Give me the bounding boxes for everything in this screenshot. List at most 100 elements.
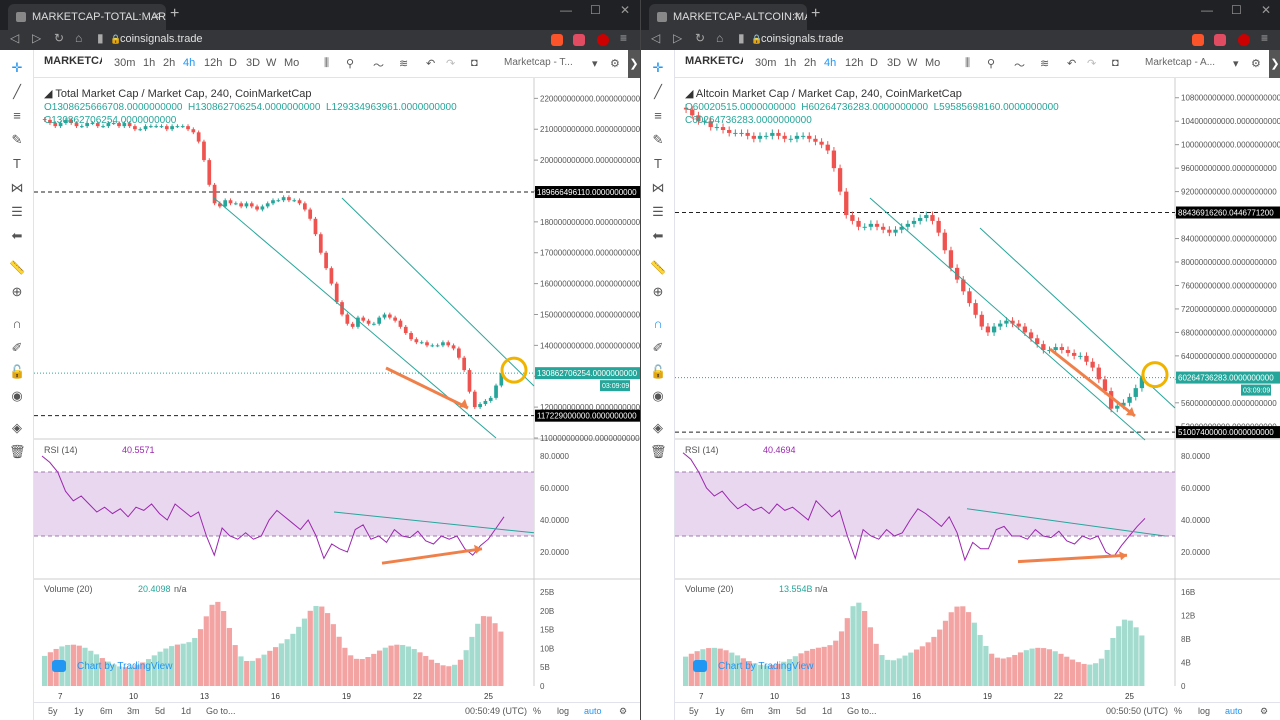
percent-toggle[interactable]: % <box>1174 706 1183 716</box>
new-tab-icon[interactable]: + <box>170 5 180 22</box>
pattern-icon[interactable]: ⋈ <box>651 180 665 195</box>
range-1y[interactable]: 1y <box>74 706 84 716</box>
stay-drawing-icon[interactable]: ✐ <box>11 340 23 355</box>
volume-label[interactable]: Volume (20) <box>685 584 734 594</box>
interval-2h[interactable]: 2h <box>163 57 176 69</box>
profile-icon[interactable] <box>597 34 609 46</box>
interval-30m[interactable]: 30m <box>114 57 136 69</box>
templates-icon[interactable]: ≋ <box>399 58 409 70</box>
interval-3d[interactable]: 3D <box>246 57 261 69</box>
text-icon[interactable]: T <box>654 156 662 171</box>
brush-icon[interactable]: ✎ <box>652 132 664 147</box>
interval-2h[interactable]: 2h <box>804 57 817 69</box>
interval-30m[interactable]: 30m <box>755 57 777 69</box>
rsi-label[interactable]: RSI (14) <box>685 445 719 455</box>
undo-icon[interactable]: ↶ <box>426 58 436 70</box>
magnet-icon[interactable]: ∩ <box>653 316 663 331</box>
lock-drawings-icon[interactable]: 🔓 <box>9 364 26 379</box>
back-arrow-icon[interactable]: ⬅ <box>11 228 23 243</box>
layers-icon[interactable]: ◈ <box>12 420 22 435</box>
menu-icon[interactable]: ≡ <box>1261 31 1269 45</box>
range-6m[interactable]: 6m <box>100 706 113 716</box>
goto-button[interactable]: Go to... <box>847 706 877 716</box>
trendline-icon[interactable]: ╱ <box>654 84 662 99</box>
crosshair-icon[interactable]: ✛ <box>11 60 23 75</box>
percent-toggle[interactable]: % <box>533 706 542 716</box>
minimize-icon[interactable]: — <box>1201 3 1213 17</box>
minimize-icon[interactable]: — <box>560 3 572 17</box>
interval-d[interactable]: D <box>229 57 237 69</box>
forward-icon[interactable]: ▷ <box>32 31 42 45</box>
trendline-icon[interactable]: ╱ <box>13 84 21 99</box>
rsi-label[interactable]: RSI (14) <box>44 445 78 455</box>
brave-shield-icon[interactable] <box>551 34 563 46</box>
reload-icon[interactable]: ↻ <box>54 31 65 45</box>
browser-tab[interactable]: MARKETCAP-TOTAL:MARKETCAP× <box>8 4 166 30</box>
lock-drawings-icon[interactable]: 🔓 <box>650 364 667 379</box>
close-window-icon[interactable]: ✕ <box>620 3 631 17</box>
price-chart-svg[interactable]: 108000000000.0000000000 104000000000.0000… <box>675 78 1280 702</box>
auto-toggle[interactable]: auto <box>584 706 602 716</box>
line-style-icon[interactable]: 〜 <box>1014 60 1025 72</box>
close-window-icon[interactable]: ✕ <box>1261 3 1272 17</box>
interval-4h[interactable]: 4h <box>824 57 837 69</box>
range-5d[interactable]: 5d <box>796 706 807 716</box>
maximize-icon[interactable]: ☐ <box>590 3 601 17</box>
ruler-icon[interactable]: 📏 <box>650 260 667 275</box>
interval-mo[interactable]: Mo <box>925 57 941 69</box>
indicators-icon[interactable]: ⚲ <box>346 58 355 70</box>
tradingview-watermark[interactable]: Chart by TradingView <box>718 661 814 672</box>
close-tab-icon[interactable]: × <box>793 8 801 23</box>
symbol-input[interactable]: MARKETCAP <box>685 55 743 67</box>
legend-eye-icon[interactable]: ◢ <box>44 88 56 100</box>
range-1y[interactable]: 1y <box>715 706 725 716</box>
zoom-icon[interactable]: ⊕ <box>11 284 23 299</box>
interval-1h[interactable]: 1h <box>143 57 156 69</box>
interval-1h[interactable]: 1h <box>784 57 797 69</box>
rewards-icon[interactable] <box>1214 34 1226 46</box>
chart-type-icon[interactable]: ⫼ <box>965 57 971 69</box>
indicators-icon[interactable]: ⚲ <box>987 58 996 70</box>
line-style-icon[interactable]: 〜 <box>373 60 384 72</box>
eye-icon[interactable]: ◉ <box>11 388 23 403</box>
interval-3d[interactable]: 3D <box>887 57 902 69</box>
back-icon[interactable]: ◁ <box>651 31 661 45</box>
compare-chevron-icon[interactable]: ▾ <box>1233 58 1239 70</box>
range-1d[interactable]: 1d <box>822 706 833 716</box>
brave-shield-icon[interactable] <box>1192 34 1204 46</box>
interval-4h[interactable]: 4h <box>183 57 196 69</box>
layers-icon[interactable]: ◈ <box>653 420 663 435</box>
browser-tab[interactable]: MARKETCAP-ALTCOIN:MARKETCAP× <box>649 4 807 30</box>
url-text[interactable]: coinsignals.trade <box>120 33 203 45</box>
bottom-settings-icon[interactable]: ⚙ <box>1260 706 1269 716</box>
pattern-icon[interactable]: ⋈ <box>10 180 24 195</box>
stay-drawing-icon[interactable]: ✐ <box>652 340 664 355</box>
redo-icon[interactable]: ↷ <box>1087 58 1097 70</box>
home-icon[interactable]: ⌂ <box>75 31 83 45</box>
compare-chevron-icon[interactable]: ▾ <box>592 58 598 70</box>
camera-icon[interactable]: ◘ <box>471 57 478 69</box>
expand-arrow-icon[interactable]: ❯ <box>1269 50 1280 78</box>
bookmark-icon[interactable]: ▮ <box>97 31 104 45</box>
url-text[interactable]: coinsignals.trade <box>761 33 844 45</box>
prediction-icon[interactable]: ☰ <box>11 204 23 219</box>
range-5d[interactable]: 5d <box>155 706 166 716</box>
bottom-settings-icon[interactable]: ⚙ <box>619 706 628 716</box>
log-toggle[interactable]: log <box>1198 706 1211 716</box>
templates-icon[interactable]: ≋ <box>1040 58 1050 70</box>
new-tab-icon[interactable]: + <box>811 5 821 22</box>
bookmark-icon[interactable]: ▮ <box>738 31 745 45</box>
range-3m[interactable]: 3m <box>768 706 781 716</box>
text-icon[interactable]: T <box>13 156 21 171</box>
zoom-icon[interactable]: ⊕ <box>652 284 664 299</box>
undo-icon[interactable]: ↶ <box>1067 58 1077 70</box>
fib-icon[interactable]: ≡ <box>13 108 21 123</box>
redo-icon[interactable]: ↷ <box>446 58 456 70</box>
price-chart-svg[interactable]: 220000000000.0000000000 210000000000.0000… <box>34 78 640 702</box>
home-icon[interactable]: ⌂ <box>716 31 724 45</box>
range-5y[interactable]: 5y <box>689 706 699 716</box>
settings-icon[interactable]: ⚙ <box>1251 58 1261 70</box>
close-tab-icon[interactable]: × <box>152 8 160 23</box>
reload-icon[interactable]: ↻ <box>695 31 706 45</box>
chart-type-icon[interactable]: ⫼ <box>324 57 330 69</box>
